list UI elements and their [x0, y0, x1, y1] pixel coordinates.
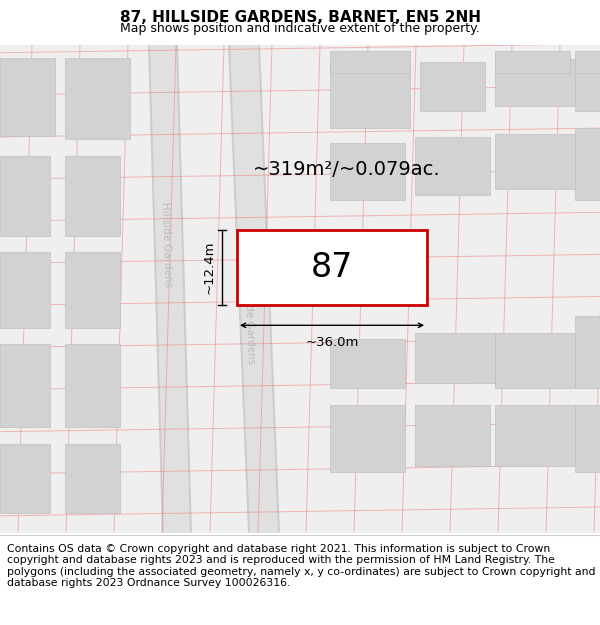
Bar — [330, 339, 405, 389]
Bar — [237, 230, 427, 306]
Polygon shape — [230, 45, 278, 532]
Bar — [0, 444, 50, 512]
Bar — [575, 59, 600, 111]
Bar — [65, 252, 120, 328]
Polygon shape — [148, 45, 192, 532]
Bar — [575, 316, 600, 389]
Bar — [415, 333, 495, 383]
Bar — [65, 444, 120, 512]
Bar — [575, 405, 600, 471]
Bar — [65, 58, 130, 139]
Bar — [495, 51, 570, 72]
Bar — [330, 405, 405, 471]
Polygon shape — [150, 45, 190, 532]
Text: 87, HILLSIDE GARDENS, BARNET, EN5 2NH: 87, HILLSIDE GARDENS, BARNET, EN5 2NH — [119, 10, 481, 25]
Bar — [415, 405, 490, 466]
Bar — [330, 142, 405, 200]
Text: ~12.4m: ~12.4m — [203, 241, 216, 294]
Bar — [495, 405, 575, 466]
Bar — [0, 344, 50, 428]
Text: ~36.0m: ~36.0m — [305, 336, 359, 349]
Bar — [330, 51, 410, 72]
Text: Contains OS data © Crown copyright and database right 2021. This information is : Contains OS data © Crown copyright and d… — [7, 544, 596, 588]
Bar — [0, 252, 50, 328]
Text: ~319m²/~0.079ac.: ~319m²/~0.079ac. — [253, 159, 441, 179]
Text: Map shows position and indicative extent of the property.: Map shows position and indicative extent… — [120, 22, 480, 35]
Bar — [415, 137, 490, 194]
Text: Hillside Gardens: Hillside Gardens — [242, 279, 256, 365]
Bar — [330, 62, 410, 128]
Bar — [495, 333, 575, 389]
Bar — [0, 58, 55, 136]
Bar — [0, 156, 50, 236]
Bar — [420, 62, 485, 111]
Bar — [575, 51, 600, 72]
Text: Hillside Gardens: Hillside Gardens — [160, 202, 172, 288]
Bar — [495, 59, 575, 106]
Bar — [495, 134, 575, 189]
Text: 87: 87 — [311, 251, 353, 284]
Bar — [65, 156, 120, 236]
Polygon shape — [228, 45, 280, 532]
Bar — [65, 344, 120, 428]
Bar — [575, 128, 600, 200]
